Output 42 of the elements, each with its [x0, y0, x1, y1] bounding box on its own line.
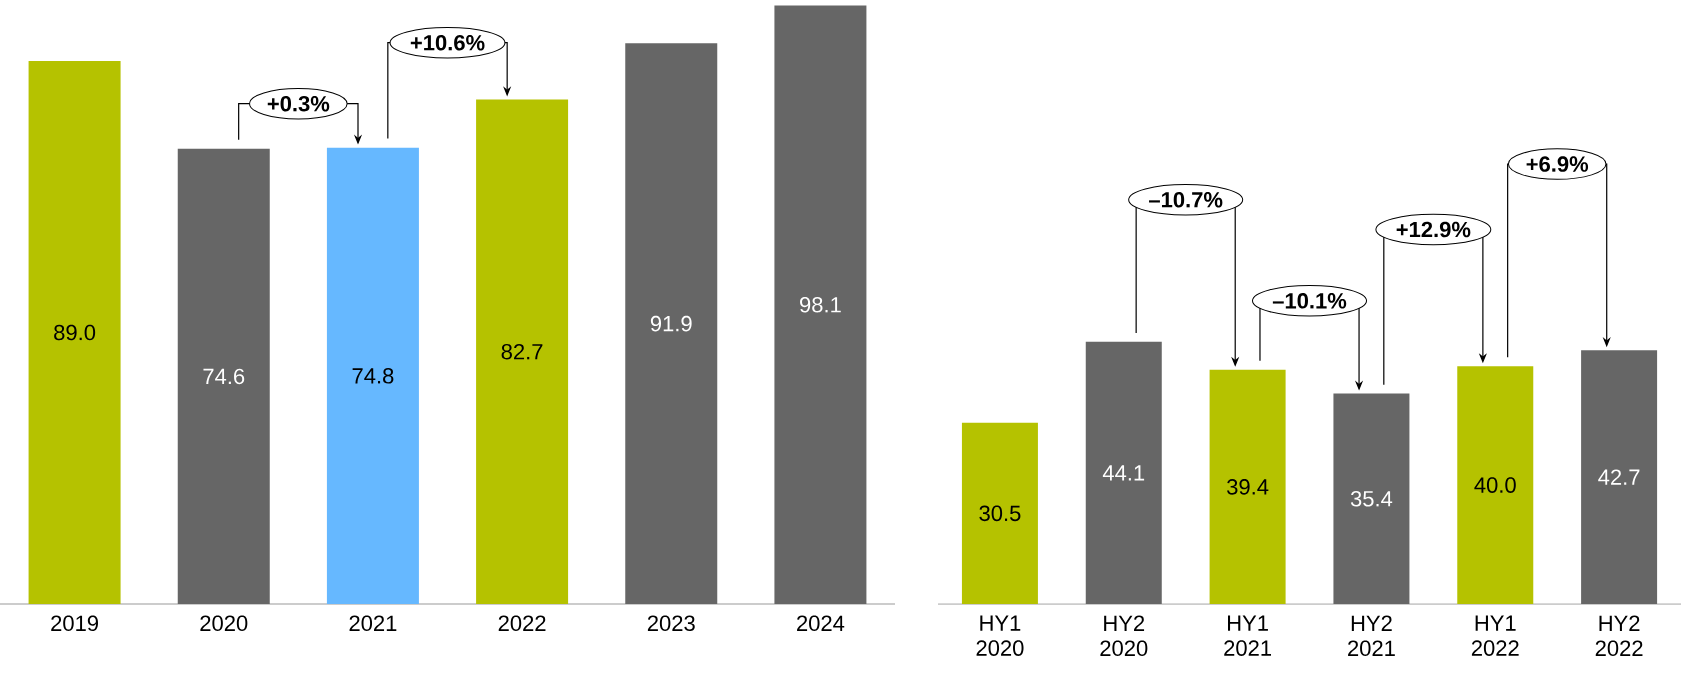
text: +6.9%	[1526, 156, 1589, 172]
x-tick-label: 2023	[647, 615, 695, 632]
text: +12.9%	[1396, 221, 1471, 238]
bar	[28, 61, 121, 604]
data-label: 30.5	[979, 505, 1021, 522]
data-label: 98.1	[800, 296, 841, 313]
annotation: +0.3%	[267, 95, 330, 112]
text: –10.7%	[1149, 191, 1223, 208]
bar	[961, 422, 1038, 604]
data-label: 74.6	[203, 368, 245, 385]
x-tick-label: HY2 2022	[1595, 615, 1643, 657]
text: –10.1%	[1272, 293, 1347, 309]
x-tick-label: HY2 2020	[1100, 615, 1148, 657]
bar	[1457, 366, 1534, 604]
data-label: 91.9	[650, 315, 692, 332]
data-label: 89.0	[54, 324, 96, 341]
x-tick-label: HY1 2020	[976, 615, 1024, 656]
x-tick-label: 2020	[200, 615, 248, 632]
bar	[1333, 393, 1410, 604]
bar	[774, 5, 867, 604]
annotation: +10.6%	[410, 34, 485, 51]
bar	[1085, 341, 1162, 604]
x-tick-label: 2021	[349, 615, 397, 632]
bar	[625, 43, 718, 604]
x-tick-label: HY1 2022	[1471, 615, 1519, 656]
x-tick-label: 2019	[51, 615, 99, 632]
bar	[476, 99, 569, 604]
x-tick-label: 2024	[797, 615, 845, 632]
data-label: 42.7	[1598, 469, 1640, 485]
data-label: 39.4	[1227, 479, 1269, 495]
bar	[1209, 369, 1286, 604]
data-label: 74.8	[352, 368, 394, 384]
bar	[1581, 350, 1658, 604]
data-label: 44.1	[1102, 465, 1145, 481]
x-tick-label: HY1 2021	[1224, 615, 1271, 656]
x-tick-label: HY2 2021	[1348, 615, 1395, 657]
data-label: 40.0	[1474, 477, 1516, 493]
data-label: 82.7	[501, 343, 543, 360]
bar	[177, 148, 270, 604]
bar	[326, 147, 419, 604]
x-tick-label: 2022	[498, 615, 546, 632]
data-label: 35.4	[1350, 490, 1393, 507]
